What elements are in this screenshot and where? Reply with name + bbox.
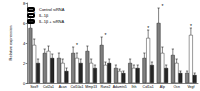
svg-text:*: * [104, 32, 106, 38]
svg-text:0: 0 [23, 81, 26, 86]
svg-text:Mmp13: Mmp13 [85, 85, 97, 89]
svg-text:*: * [33, 11, 35, 17]
svg-text:*: * [147, 25, 149, 31]
svg-text:*: * [190, 23, 192, 29]
svg-text:Col10a1: Col10a1 [70, 85, 83, 89]
svg-text:6: 6 [23, 21, 26, 26]
svg-text:4: 4 [23, 41, 26, 46]
svg-text:2: 2 [23, 61, 26, 66]
svg-text:Alp: Alp [160, 85, 165, 89]
svg-text:IL-1β + siRNA: IL-1β + siRNA [39, 19, 64, 24]
svg-text:Sox9: Sox9 [30, 85, 38, 89]
svg-text:Col2a1: Col2a1 [43, 85, 54, 89]
svg-text:Ocn: Ocn [173, 85, 179, 89]
svg-text:Relative expression: Relative expression [8, 26, 13, 61]
svg-text:Adamts5: Adamts5 [113, 85, 127, 89]
svg-text:Col1a1: Col1a1 [143, 85, 154, 89]
svg-text:*: * [161, 3, 163, 9]
svg-text:Acan: Acan [59, 85, 67, 89]
svg-text:8: 8 [23, 1, 26, 6]
svg-text:Vegf: Vegf [187, 85, 194, 89]
svg-text:IL-1β: IL-1β [39, 13, 49, 18]
svg-text:*: * [76, 42, 78, 48]
svg-text:Runx2: Runx2 [100, 85, 110, 89]
svg-text:Control siRNA: Control siRNA [39, 7, 65, 12]
svg-text:Ihh: Ihh [131, 85, 136, 89]
